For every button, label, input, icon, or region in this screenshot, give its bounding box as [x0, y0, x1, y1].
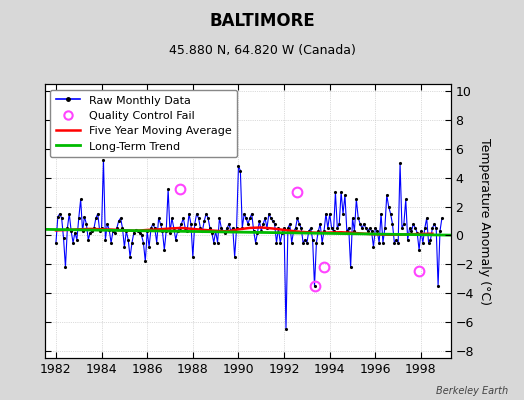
Legend: Raw Monthly Data, Quality Control Fail, Five Year Moving Average, Long-Term Tren: Raw Monthly Data, Quality Control Fail, … — [50, 90, 237, 157]
Y-axis label: Temperature Anomaly (°C): Temperature Anomaly (°C) — [478, 138, 490, 304]
Text: BALTIMORE: BALTIMORE — [209, 12, 315, 30]
Text: Berkeley Earth: Berkeley Earth — [436, 386, 508, 396]
Text: 45.880 N, 64.820 W (Canada): 45.880 N, 64.820 W (Canada) — [169, 44, 355, 57]
